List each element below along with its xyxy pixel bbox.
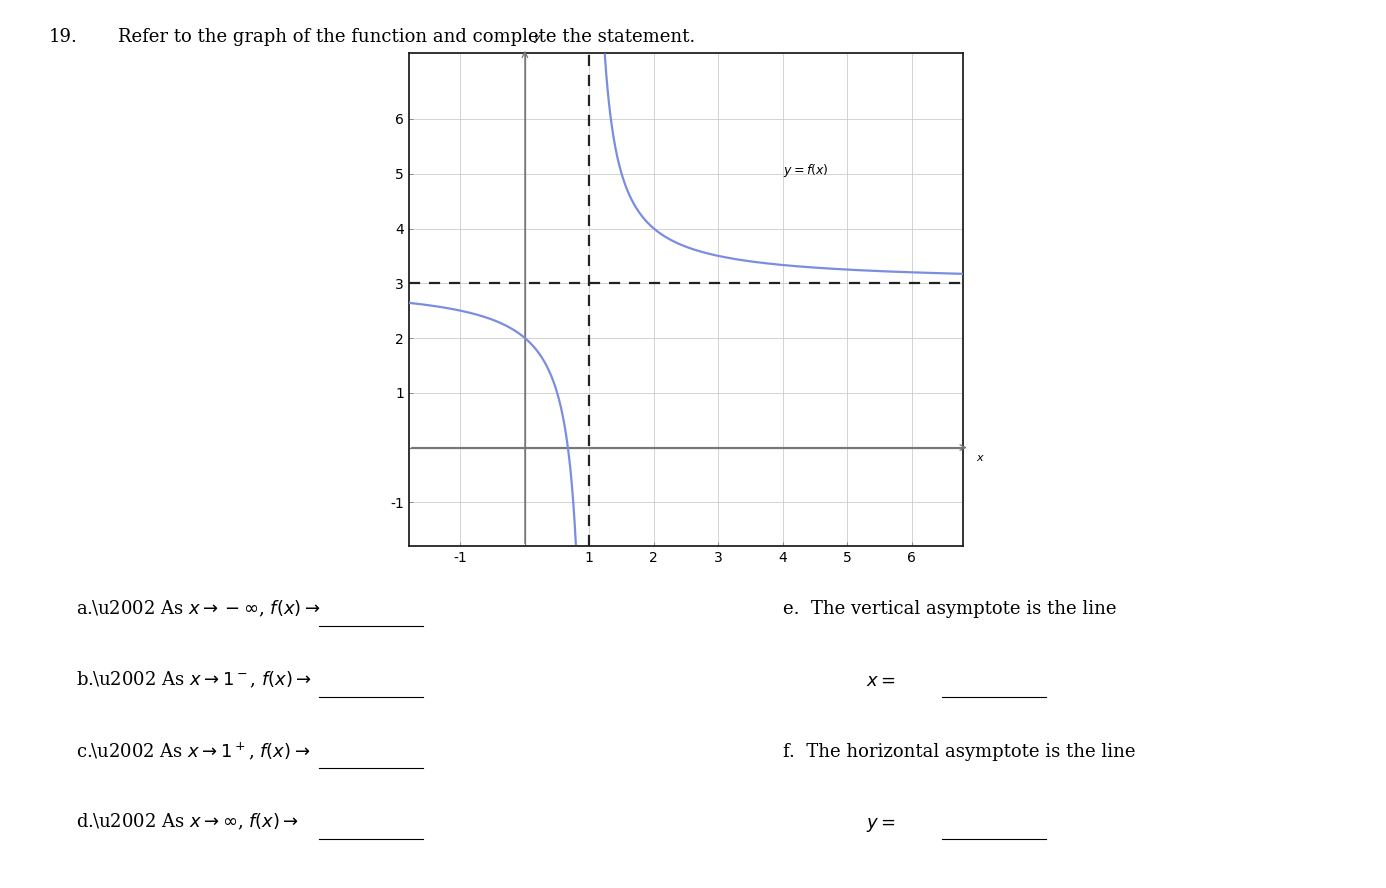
Text: $y =$: $y =$ <box>866 815 895 834</box>
Text: Refer to the graph of the function and complete the statement.: Refer to the graph of the function and c… <box>118 28 694 46</box>
Text: $y = f(x)$: $y = f(x)$ <box>783 162 829 178</box>
Text: 19.: 19. <box>49 28 78 46</box>
Text: $y$: $y$ <box>532 33 542 45</box>
Text: $x$: $x$ <box>976 453 985 463</box>
Text: b.\u2002 As $x \to 1^-$, $f(x) \to$: b.\u2002 As $x \to 1^-$, $f(x) \to$ <box>76 670 312 690</box>
Text: a.\u2002 As $x \to -\infty$, $f(x) \to$: a.\u2002 As $x \to -\infty$, $f(x) \to$ <box>76 599 320 619</box>
Text: e.  The vertical asymptote is the line: e. The vertical asymptote is the line <box>783 600 1117 619</box>
Text: f.  The horizontal asymptote is the line: f. The horizontal asymptote is the line <box>783 742 1135 761</box>
Text: d.\u2002 As $x \to \infty$, $f(x) \to$: d.\u2002 As $x \to \infty$, $f(x) \to$ <box>76 812 299 832</box>
Text: c.\u2002 As $x \to 1^+$, $f(x) \to$: c.\u2002 As $x \to 1^+$, $f(x) \to$ <box>76 740 310 762</box>
Text: $x =$: $x =$ <box>866 671 895 690</box>
